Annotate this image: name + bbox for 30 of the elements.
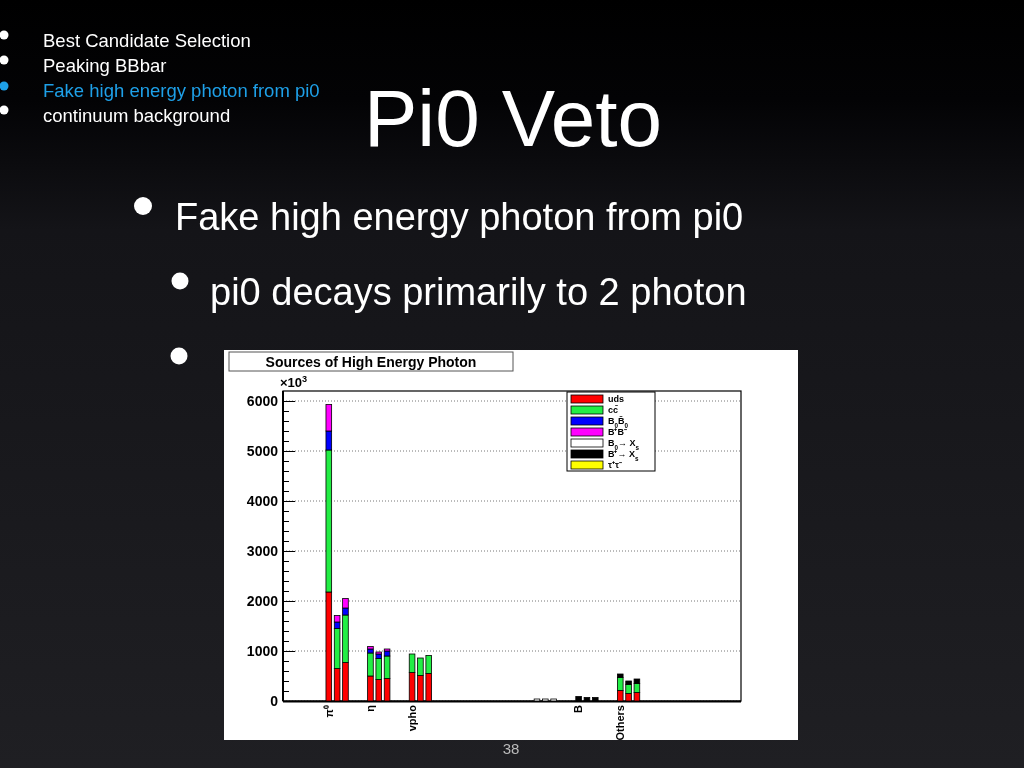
legend-label: B⁺→ X$_{s}$ <box>608 449 640 462</box>
y-axis-title: ×10$^{3}$ <box>280 374 308 390</box>
text: Fake high energy photon from pi0 <box>43 80 320 101</box>
y-tick-label: 4000 <box>246 492 279 509</box>
text: pi0 decays primarily to 2 photon <box>210 271 747 313</box>
text: 38 <box>502 740 520 757</box>
legend-label: B⁺B⁻ <box>608 427 627 437</box>
x-tick-label: Others <box>614 705 627 741</box>
x-tick-label: π⁰ <box>322 705 335 718</box>
x-tick-label: η <box>364 704 377 712</box>
text: Peaking BBbar <box>43 55 167 76</box>
y-tick-label: 1000 <box>246 642 279 659</box>
legend-label: τ⁺τ⁻ <box>608 460 623 470</box>
chart-title: Sources of High Energy Photon <box>265 354 477 370</box>
y-tick-label: 5000 <box>246 442 279 459</box>
legend-label: B$_{0}$B̄$_{0}$ <box>608 415 629 429</box>
text: Pi0 Veto <box>364 74 663 163</box>
text: continuum background <box>43 105 231 126</box>
text: Best Candidate Selection <box>43 30 251 51</box>
y-tick-label: 2000 <box>246 592 279 609</box>
x-tick-label: vpho <box>405 704 418 732</box>
y-tick-label: 6000 <box>246 392 279 409</box>
legend-label: uds <box>608 394 625 404</box>
legend-label: B$_{0}$→ X$_{s}$ <box>608 438 640 451</box>
y-tick-label: 3000 <box>246 542 279 559</box>
legend-label: cc̄ <box>608 404 619 415</box>
bar <box>367 646 374 650</box>
text: Fake high energy photon from pi0 <box>175 196 744 238</box>
x-tick-label: B <box>572 704 585 713</box>
y-tick-label: 0 <box>270 692 279 709</box>
